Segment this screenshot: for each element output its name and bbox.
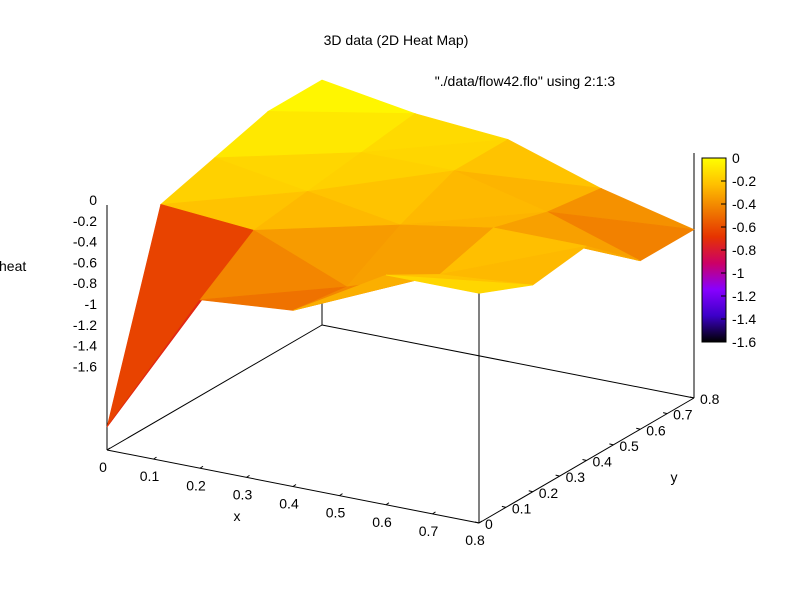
colorbox	[701, 157, 727, 343]
y-axis-label: y	[671, 469, 678, 485]
x-tick-mark	[339, 493, 343, 497]
x-tick-mark	[385, 502, 390, 506]
z-tick-label: -1.6	[73, 358, 97, 374]
colorbox-tick-label: -0.6	[732, 219, 756, 235]
y-tick-label: 0	[485, 516, 493, 532]
z-tick-label: 0	[89, 192, 97, 208]
y-tick-mark	[501, 505, 506, 508]
colorbox-tick-label: -1	[732, 265, 745, 281]
colorbox-tick-label: -0.4	[732, 196, 756, 212]
y-tick-mark	[609, 443, 614, 446]
z-tick-label: -1.2	[73, 317, 97, 333]
x-tick-mark	[292, 484, 297, 487]
z-tick-label: -0.2	[73, 213, 97, 229]
y-tick-label: 0.7	[673, 407, 693, 423]
y-tick-mark	[474, 521, 480, 524]
x-tick-label: 0.7	[419, 523, 439, 539]
y-tick-mark	[582, 459, 587, 461]
x-tick-mark	[478, 520, 483, 524]
z-tick-label: -0.6	[73, 254, 97, 270]
x-tick-mark	[432, 511, 436, 515]
x-axis-label: x	[234, 508, 241, 524]
y-tick-label: 0.2	[539, 485, 559, 501]
y-tick-label: 0.6	[646, 422, 666, 438]
y-tick-label: 0.4	[593, 454, 613, 470]
x-tick-label: 0.1	[140, 468, 160, 484]
x-tick-labels: 0 0.1 0.2 0.3 0.4 0.5 0.6 0.7 0.8	[99, 447, 485, 548]
colorbox-tick-label: -1.6	[732, 334, 756, 350]
y-tick-label: 0.5	[619, 438, 639, 454]
surface-facet	[385, 274, 533, 294]
y-tick-mark	[689, 396, 695, 399]
z-tick-label: -1	[85, 296, 98, 312]
y-tick-mark	[528, 490, 533, 493]
y-tick-labels: 0 0.1 0.2 0.3 0.4 0.5 0.6 0.7 0.8	[474, 391, 720, 532]
x-tick-mark	[246, 474, 250, 478]
x-tick-label: 0	[99, 459, 107, 475]
colorbox-tick-label: -1.4	[732, 311, 756, 327]
x-tick-label: 0.5	[326, 505, 346, 521]
z-tick-label: -0.4	[73, 234, 97, 250]
y-tick-mark	[663, 412, 668, 415]
x-tick-mark	[199, 465, 204, 469]
back-base-line	[106, 324, 323, 451]
x-tick-mark	[106, 447, 111, 451]
z-tick-label: -1.4	[73, 338, 97, 354]
y-tick-mark	[636, 427, 641, 430]
surface-facet	[106, 204, 255, 428]
colorbox-tick-label: 0	[732, 150, 740, 166]
x-tick-mark	[153, 456, 157, 460]
z-axis-label: heat	[0, 258, 26, 274]
y-tick-mark	[555, 474, 560, 477]
x-tick-label: 0.2	[186, 477, 206, 493]
y-tick-label: 0.1	[512, 500, 532, 516]
x-tick-label: 0.3	[233, 486, 253, 502]
colorbox-tick-label: -1.2	[732, 288, 756, 304]
chart-title: 3D data (2D Heat Map)	[324, 32, 469, 48]
y-tick-label: 0.3	[566, 469, 586, 485]
y-tick-label: 0.8	[700, 391, 720, 407]
x-tick-label: 0.8	[465, 532, 485, 548]
z-tick-label: -0.8	[73, 275, 97, 291]
colorbox-tick-label: -0.8	[732, 242, 756, 258]
x-tick-label: 0.4	[279, 496, 299, 512]
legend-entry: "./data/flow42.flo" using 2:1:3	[435, 73, 616, 89]
z-tick-labels: 0 -0.2 -0.4 -0.6 -0.8 -1 -1.2 -1.4 -1.6	[73, 192, 97, 374]
colorbox-tick-label: -0.2	[732, 173, 756, 189]
back-base-line-2	[321, 324, 695, 399]
x-tick-label: 0.6	[372, 514, 392, 530]
surface-facet	[267, 79, 416, 114]
surface-mesh	[106, 79, 695, 428]
colorbox-tick-labels: 0 -0.2 -0.4 -0.6 -0.8 -1 -1.2 -1.4 -1.6	[721, 150, 756, 350]
